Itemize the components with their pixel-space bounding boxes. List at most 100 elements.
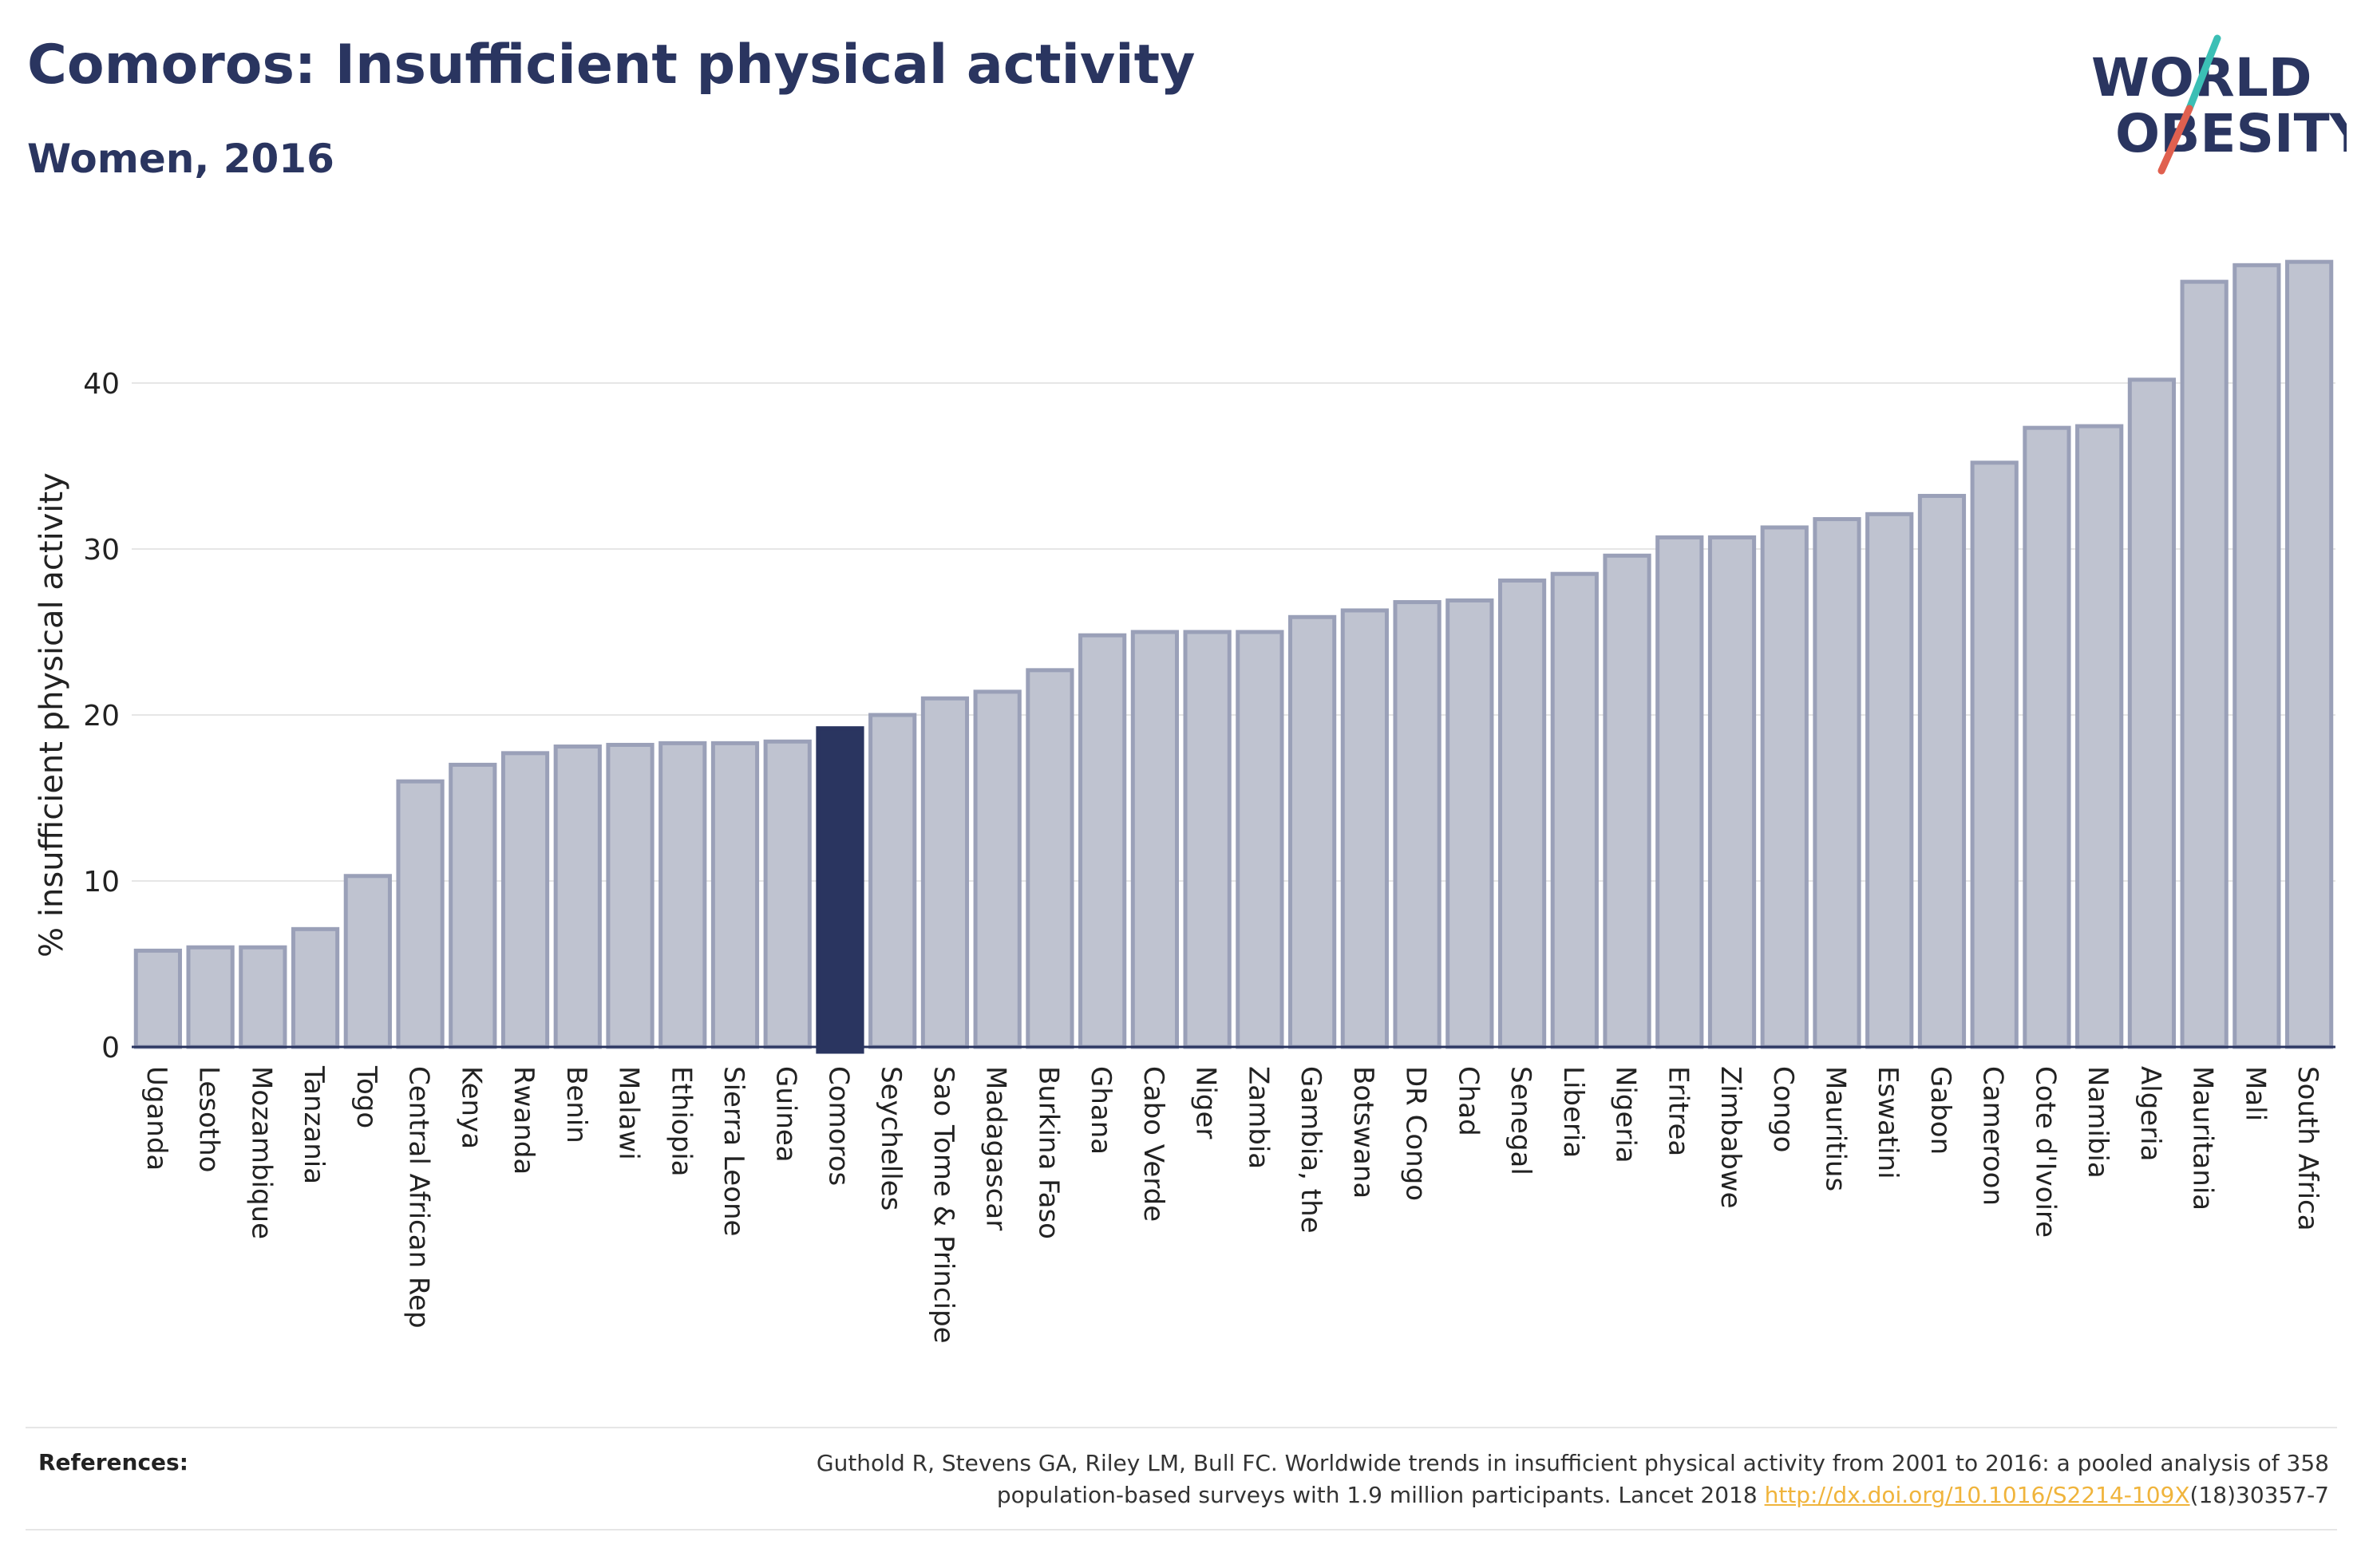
x-tick-label: Uganda	[140, 1066, 172, 1171]
bar-madagascar	[973, 689, 1022, 1049]
x-tick-label: Mali	[2239, 1066, 2271, 1121]
x-tick-label: Zambia	[1242, 1066, 1274, 1169]
bar-algeria	[2127, 377, 2177, 1049]
bar-rwanda	[500, 751, 550, 1049]
bar-sao-tome-principe	[920, 696, 970, 1049]
x-tick-label: Mauritius	[1819, 1066, 1851, 1191]
y-tick-label: 10	[83, 866, 120, 899]
y-tick-label: 0	[101, 1032, 120, 1064]
bar-dr-congo	[1393, 600, 1442, 1049]
reference-text-1: Guthold R, Stevens GA, Riley LM, Bull FC…	[816, 1450, 2329, 1476]
x-tick-label: Kenya	[455, 1066, 487, 1149]
logo-text-obesity: OBESITY	[2115, 103, 2347, 164]
bar-nigeria	[1603, 553, 1651, 1049]
references-label: References:	[38, 1449, 188, 1475]
y-tick-label: 30	[83, 534, 120, 567]
bar-mauritius	[1813, 517, 1861, 1049]
x-tick-label: Eswatini	[1872, 1066, 1904, 1179]
x-tick-label: Senegal	[1505, 1066, 1536, 1175]
x-tick-label: Rwanda	[508, 1066, 540, 1175]
x-tick-label: Madagascar	[980, 1066, 1012, 1230]
bar-comoros	[816, 726, 864, 1054]
x-tick-label: Malawi	[613, 1066, 645, 1160]
bar-south-africa	[2285, 259, 2334, 1049]
bar-mali	[2232, 263, 2281, 1049]
reference-citation: Guthold R, Stevens GA, Riley LM, Bull FC…	[493, 1448, 2329, 1511]
bar-gambia-the	[1287, 614, 1337, 1049]
bar-chad	[1445, 598, 1494, 1049]
x-tick-label: Botswana	[1347, 1066, 1379, 1199]
x-tick-label: Nigeria	[1610, 1066, 1642, 1163]
x-tick-label: Mauritania	[2187, 1066, 2219, 1211]
bar-eritrea	[1655, 535, 1704, 1049]
x-tick-label: Central African Rep	[403, 1066, 435, 1329]
bar-namibia	[2075, 424, 2124, 1049]
gridlines	[132, 382, 2335, 882]
bar-cabo-verde	[1130, 630, 1180, 1049]
x-tick-label: Cabo Verde	[1137, 1066, 1169, 1222]
bar-togo	[343, 874, 392, 1049]
references-footer: References: Guthold R, Stevens GA, Riley…	[26, 1427, 2337, 1530]
logo-slash-teal	[2185, 34, 2221, 113]
reference-text-2: population-based surveys with 1.9 millio…	[996, 1482, 1765, 1508]
reference-doi-link[interactable]: http://dx.doi.org/10.1016/S2214-109X	[1764, 1482, 2190, 1508]
bar-cameroon	[1970, 460, 2019, 1049]
x-tick-label: Mozambique	[245, 1066, 277, 1239]
x-tick-label: DR Congo	[1400, 1066, 1432, 1201]
logo-slash-red	[2157, 105, 2193, 175]
x-tick-label: Burkina Faso	[1032, 1066, 1064, 1239]
x-tick-label: Sierra Leone	[718, 1066, 749, 1236]
bar-cote-d-ivoire	[2023, 425, 2071, 1049]
chart-subtitle: Women, 2016	[27, 136, 334, 182]
chart-title: Comoros: Insufficient physical activity	[27, 34, 1196, 97]
y-tick-label: 40	[83, 368, 120, 401]
bar-uganda	[133, 948, 182, 1049]
y-axis: 0 10 20 30 40	[83, 368, 120, 1064]
x-tick-label: Namibia	[2082, 1066, 2114, 1179]
x-tick-label: Lesotho	[193, 1066, 225, 1172]
bar-malawi	[606, 742, 655, 1049]
y-tick-label: 20	[83, 700, 120, 733]
bar-central-african-rep	[396, 779, 445, 1049]
x-tick-label: Cameroon	[1977, 1066, 2009, 1206]
x-tick-label: South Africa	[2292, 1066, 2323, 1231]
bar-ghana	[1078, 633, 1127, 1049]
x-tick-label: Cote d'Ivoire	[2029, 1066, 2061, 1238]
x-tick-label: Seychelles	[875, 1066, 907, 1211]
x-tick-label: Niger	[1190, 1066, 1222, 1139]
bar-gabon	[1917, 493, 1967, 1049]
x-tick-label: Zimbabwe	[1714, 1066, 1746, 1209]
x-tick-label: Tanzania	[298, 1065, 330, 1184]
bar-zambia	[1236, 630, 1284, 1049]
bar-guinea	[763, 739, 812, 1049]
x-tick-label: Liberia	[1557, 1066, 1589, 1158]
x-tick-label: Guinea	[770, 1066, 802, 1163]
x-tick-label: Gambia, the	[1295, 1066, 1327, 1234]
bar-burkina-faso	[1026, 668, 1074, 1049]
x-tick-label: Benin	[560, 1066, 592, 1143]
bar-chart: 0 10 20 30 40 Uganda Lesotho Mozambique Tanzani…	[34, 259, 2335, 1344]
bar-senegal	[1497, 579, 1547, 1049]
reference-text-3: (18)30357-7	[2189, 1482, 2329, 1508]
x-tick-label: Chad	[1452, 1066, 1484, 1136]
bar-tanzania	[291, 926, 340, 1049]
x-axis-labels: Uganda Lesotho Mozambique Tanzania Togo Centr…	[140, 1065, 2323, 1344]
world-obesity-logo: WORLD OBESITY	[2091, 34, 2347, 175]
bar-mauritania	[2180, 279, 2229, 1049]
bar-kenya	[449, 762, 497, 1049]
x-tick-label: Eritrea	[1662, 1066, 1694, 1156]
bar-niger	[1183, 630, 1232, 1049]
y-axis-title: % insufficient physical activity	[34, 472, 70, 958]
x-tick-label: Sao Tome & Principe	[927, 1066, 959, 1344]
bar-benin	[553, 745, 602, 1049]
x-tick-label: Ethiopia	[665, 1066, 697, 1176]
x-tick-label: Ghana	[1085, 1066, 1117, 1155]
bar-sierra-leone	[710, 741, 760, 1049]
x-tick-label: Togo	[350, 1065, 382, 1128]
bar-botswana	[1340, 608, 1389, 1049]
bar-zimbabwe	[1707, 535, 1757, 1049]
bar-ethiopia	[658, 741, 707, 1049]
bar-lesotho	[186, 945, 235, 1049]
bars	[133, 259, 2334, 1054]
bar-liberia	[1550, 571, 1599, 1049]
